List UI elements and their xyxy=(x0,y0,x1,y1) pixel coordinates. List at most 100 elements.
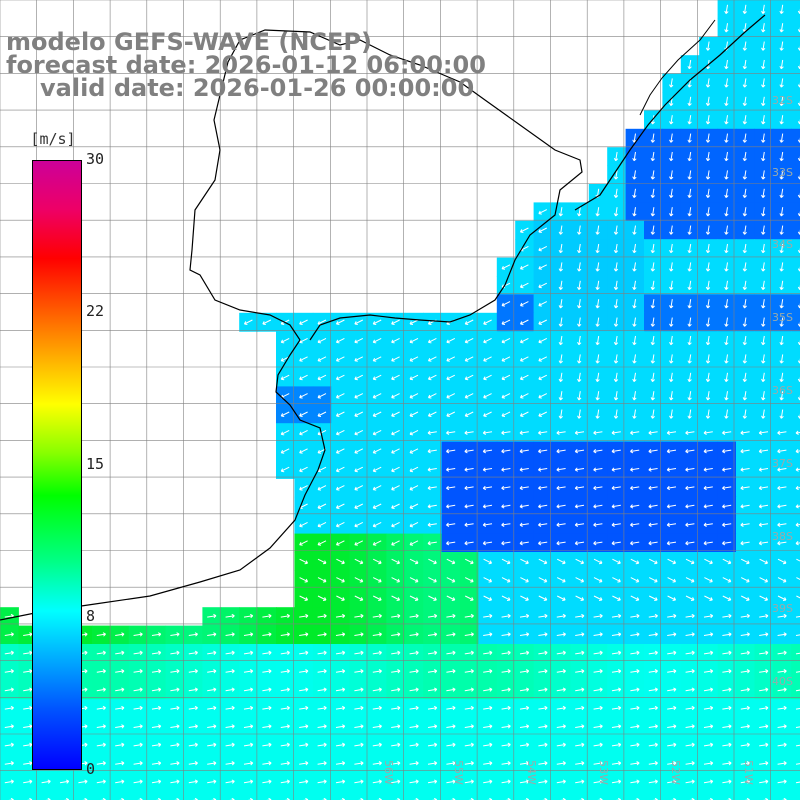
wind-arrow xyxy=(740,558,750,565)
lat-label: 34S xyxy=(772,238,793,251)
lon-label: 55W xyxy=(452,760,465,785)
wind-cell xyxy=(791,588,800,608)
wind-arrow xyxy=(777,742,787,747)
wind-arrow xyxy=(667,742,677,747)
wind-cell xyxy=(791,717,800,737)
wind-arrow xyxy=(761,207,766,217)
wind-arrow xyxy=(558,391,563,401)
wind-arrow xyxy=(556,541,566,546)
wind-arrow xyxy=(409,393,419,399)
wind-arrow xyxy=(613,299,619,309)
wind-arrow xyxy=(427,504,437,509)
wind-arrow xyxy=(705,409,711,419)
wind-arrow xyxy=(538,650,548,655)
wind-arrow xyxy=(613,151,619,162)
wind-arrow xyxy=(519,430,529,435)
wind-arrow xyxy=(519,356,529,362)
wind-arrow xyxy=(611,467,621,472)
wind-arrow xyxy=(648,485,658,491)
wind-arrow xyxy=(299,687,309,692)
wind-arrow xyxy=(611,485,621,491)
wind-arrow xyxy=(354,485,364,491)
wind-arrow xyxy=(593,577,603,583)
wind-arrow xyxy=(724,207,729,217)
wind-arrow xyxy=(779,409,784,419)
wind-arrow xyxy=(630,705,640,711)
wind-arrow xyxy=(519,449,529,454)
wind-arrow xyxy=(23,687,33,692)
wind-arrow xyxy=(335,687,346,692)
wind-arrow xyxy=(613,262,619,272)
wind-arrow xyxy=(354,650,364,655)
wind-arrow xyxy=(705,280,711,290)
wind-arrow xyxy=(23,669,33,674)
wind-arrow xyxy=(501,687,511,692)
wind-arrow xyxy=(207,779,217,784)
wind-arrow xyxy=(761,280,766,290)
wind-arrow xyxy=(795,522,800,527)
wind-arrow xyxy=(519,264,529,270)
wind-arrow xyxy=(151,632,162,637)
wind-arrow xyxy=(188,779,198,784)
wind-arrow xyxy=(685,650,695,655)
wind-arrow xyxy=(372,669,382,674)
wind-arrow xyxy=(391,650,401,655)
wind-arrow xyxy=(558,243,563,254)
wind-arrow xyxy=(577,207,582,217)
wind-arrow xyxy=(501,558,511,565)
wind-arrow xyxy=(761,372,766,382)
wind-arrow xyxy=(795,781,800,784)
wind-cell xyxy=(791,644,800,663)
wind-cell xyxy=(791,533,800,553)
wind-arrow xyxy=(538,724,548,729)
wind-arrow xyxy=(630,467,640,472)
wind-arrow xyxy=(705,391,711,401)
wind-arrow xyxy=(613,280,619,290)
wind-arrow xyxy=(577,354,582,364)
wind-arrow xyxy=(722,467,732,472)
wind-arrow xyxy=(391,503,400,509)
wind-arrow xyxy=(446,595,456,601)
wind-arrow xyxy=(556,687,566,692)
wind-cell xyxy=(349,791,369,800)
wind-arrow xyxy=(501,449,511,454)
wind-arrow xyxy=(779,188,784,198)
wind-arrow xyxy=(188,687,198,692)
wind-arrow xyxy=(317,705,327,711)
wind-arrow xyxy=(519,337,529,344)
wind-arrow xyxy=(409,485,419,491)
wind-arrow xyxy=(464,485,474,491)
wind-arrow xyxy=(538,430,548,435)
wind-arrow xyxy=(335,650,346,655)
wind-arrow xyxy=(464,705,474,711)
wind-arrow xyxy=(703,779,714,784)
wind-arrow xyxy=(795,504,800,509)
wind-arrow xyxy=(243,687,254,692)
wind-arrow xyxy=(151,742,162,747)
wind-cell xyxy=(791,147,800,167)
wind-arrow xyxy=(538,411,548,417)
wind-arrow xyxy=(722,504,732,509)
wind-arrow xyxy=(593,541,603,546)
wind-arrow xyxy=(795,467,800,472)
wind-arrow xyxy=(427,374,437,381)
wind-arrow xyxy=(575,650,585,655)
wind-arrow xyxy=(687,354,692,364)
wind-arrow xyxy=(632,262,637,272)
wind-arrow xyxy=(740,467,750,472)
wind-arrow xyxy=(538,449,548,454)
wind-arrow xyxy=(354,669,364,674)
wind-arrow xyxy=(262,779,272,784)
wind-arrow xyxy=(667,761,677,766)
wind-arrow xyxy=(667,779,677,784)
wind-arrow xyxy=(630,430,640,435)
wind-arrow xyxy=(299,742,309,747)
wind-cell xyxy=(165,791,185,800)
wind-arrow xyxy=(648,632,658,637)
wind-arrow xyxy=(483,779,493,784)
wind-arrow xyxy=(667,613,677,619)
wind-arrow xyxy=(632,225,637,235)
wind-arrow xyxy=(574,522,585,527)
wind-arrow xyxy=(724,354,729,364)
wind-arrow xyxy=(501,650,511,655)
